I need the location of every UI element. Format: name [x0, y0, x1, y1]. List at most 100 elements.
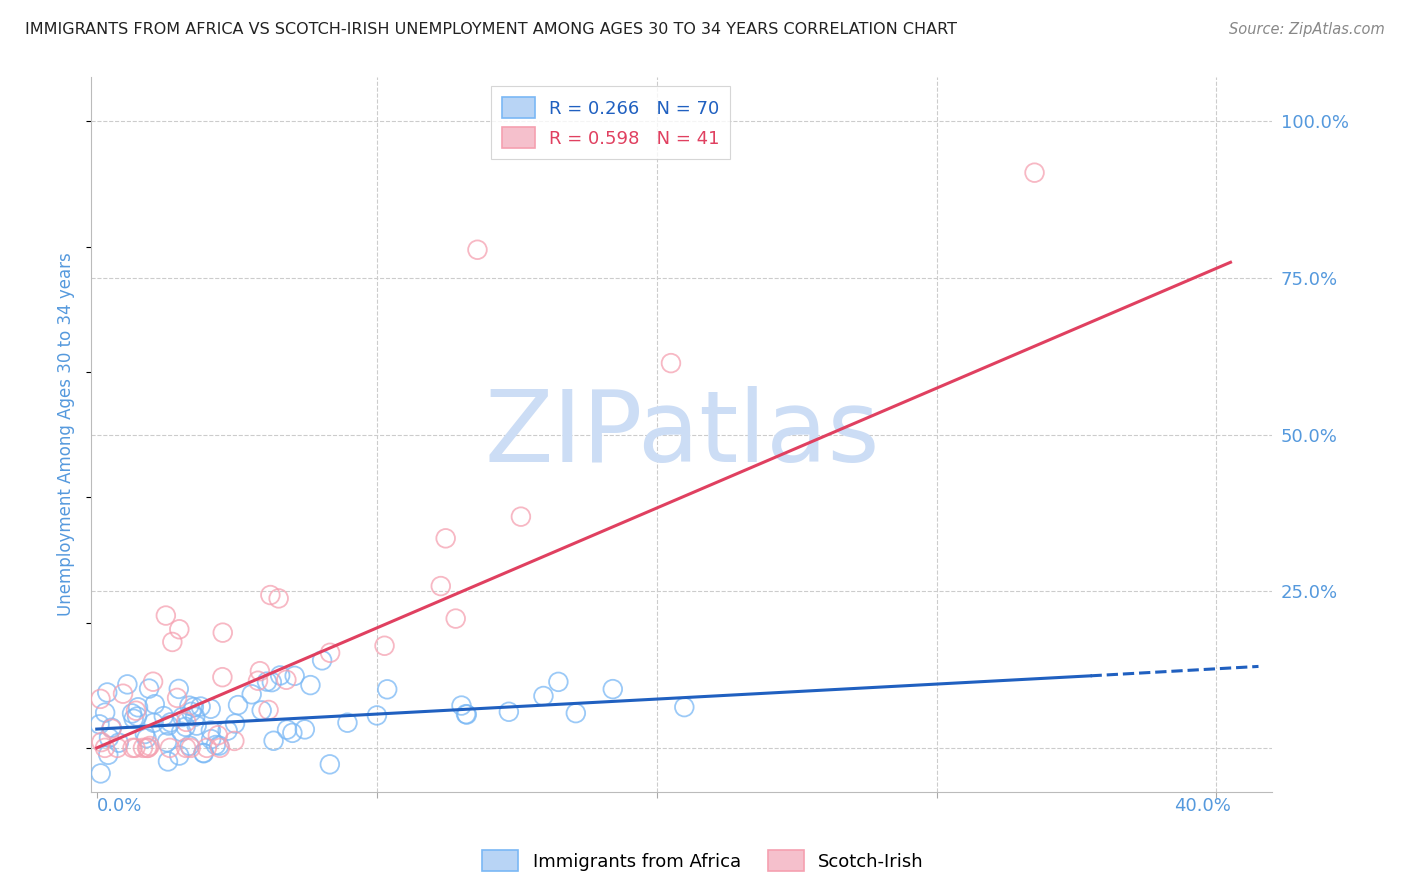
Point: [276, 723, 298, 737]
Point: [135, 731, 157, 746]
Point: [547, 674, 569, 689]
Point: [125, 709, 148, 723]
Point: [111, 687, 134, 701]
Point: [89, 691, 111, 706]
Point: [100, 721, 122, 735]
Point: [121, 740, 143, 755]
Point: [94, 740, 117, 755]
Point: [319, 757, 342, 772]
Point: [180, 740, 202, 755]
Point: [336, 715, 359, 730]
Point: [602, 682, 624, 697]
Point: [257, 703, 280, 717]
Point: [134, 727, 156, 741]
Point: [454, 707, 477, 722]
Point: [276, 673, 298, 687]
Point: [565, 706, 588, 720]
Point: [260, 675, 283, 690]
Point: [117, 677, 139, 691]
Point: [90, 766, 112, 780]
Point: [183, 700, 205, 714]
Point: [267, 591, 290, 606]
Point: [208, 740, 231, 755]
Point: [509, 509, 531, 524]
Point: [200, 723, 222, 738]
Point: [180, 705, 202, 719]
Point: [281, 726, 304, 740]
Point: [159, 715, 181, 730]
Point: [193, 746, 215, 760]
Point: [224, 734, 246, 748]
Point: [127, 700, 149, 714]
Text: Source: ZipAtlas.com: Source: ZipAtlas.com: [1229, 22, 1385, 37]
Point: [143, 697, 166, 711]
Point: [169, 622, 191, 636]
Point: [284, 669, 307, 683]
Point: [1024, 166, 1046, 180]
Point: [186, 718, 208, 732]
Point: [498, 705, 520, 719]
Text: IMMIGRANTS FROM AFRICA VS SCOTCH-IRISH UNEMPLOYMENT AMONG AGES 30 TO 34 YEARS CO: IMMIGRANTS FROM AFRICA VS SCOTCH-IRISH U…: [25, 22, 957, 37]
Point: [107, 740, 129, 755]
Point: [450, 698, 472, 713]
Point: [250, 703, 273, 717]
Point: [100, 722, 122, 736]
Text: 40.0%: 40.0%: [1174, 797, 1230, 814]
Legend: Immigrants from Africa, Scotch-Irish: Immigrants from Africa, Scotch-Irish: [475, 843, 931, 879]
Point: [162, 635, 184, 649]
Point: [373, 639, 395, 653]
Point: [122, 712, 145, 726]
Point: [155, 608, 177, 623]
Point: [179, 739, 201, 753]
Point: [136, 740, 159, 755]
Point: [226, 698, 249, 712]
Point: [159, 740, 181, 755]
Point: [193, 746, 215, 760]
Point: [456, 707, 478, 722]
Point: [375, 682, 398, 697]
Point: [156, 735, 179, 749]
Point: [533, 689, 555, 703]
Point: [263, 733, 285, 747]
Point: [207, 728, 229, 742]
Point: [195, 740, 218, 755]
Point: [224, 716, 246, 731]
Point: [121, 706, 143, 721]
Point: [174, 740, 197, 755]
Point: [169, 748, 191, 763]
Point: [217, 723, 239, 738]
Point: [294, 723, 316, 737]
Point: [247, 673, 270, 688]
Point: [89, 717, 111, 731]
Point: [200, 702, 222, 716]
Point: [319, 646, 342, 660]
Point: [107, 736, 129, 750]
Point: [179, 698, 201, 713]
Point: [172, 710, 194, 724]
Point: [170, 724, 193, 739]
Point: [166, 690, 188, 705]
Point: [167, 681, 190, 696]
Point: [184, 709, 207, 723]
Text: ZIPatlas: ZIPatlas: [484, 386, 880, 483]
Point: [97, 747, 120, 762]
Point: [269, 668, 291, 682]
Point: [211, 670, 233, 684]
Point: [142, 715, 165, 730]
Y-axis label: Unemployment Among Ages 30 to 34 years: Unemployment Among Ages 30 to 34 years: [58, 252, 75, 616]
Point: [429, 579, 451, 593]
Point: [94, 706, 117, 720]
Point: [190, 699, 212, 714]
Point: [467, 243, 489, 257]
Point: [132, 740, 155, 755]
Point: [240, 687, 263, 701]
Text: 0.0%: 0.0%: [97, 797, 142, 814]
Point: [259, 588, 281, 602]
Point: [434, 532, 457, 546]
Point: [211, 625, 233, 640]
Point: [200, 732, 222, 747]
Point: [673, 700, 696, 714]
Point: [249, 664, 271, 678]
Point: [124, 740, 146, 755]
Point: [98, 731, 121, 745]
